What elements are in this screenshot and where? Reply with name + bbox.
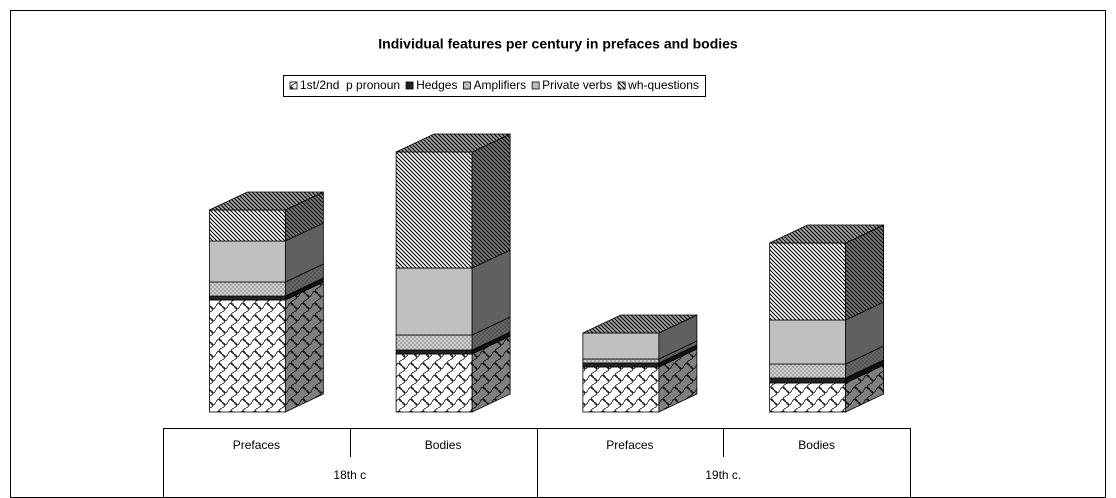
bar-segment [395, 249, 511, 336]
group-label: 18th c [333, 468, 366, 482]
bar-segment [208, 191, 324, 242]
bar-segment [582, 344, 698, 368]
bar-segment [582, 314, 698, 360]
legend-label: Amplifiers [473, 78, 526, 92]
x-tick-label: Prefaces [606, 438, 653, 452]
legend-box [283, 75, 706, 97]
legend-label: Hedges [416, 78, 457, 92]
x-tick-label: Bodies [798, 438, 835, 452]
legend-swatch [531, 81, 540, 90]
bar-top-shade [769, 224, 884, 244]
bar-segment [582, 340, 698, 364]
bar-segment [395, 316, 511, 351]
group-label: 19th c. [705, 468, 741, 482]
bar-segment [395, 331, 511, 355]
legend-label: wh-questions [627, 78, 699, 92]
legend-label: 1st/2nd p pronoun [300, 78, 400, 92]
bar-segment [208, 281, 324, 413]
legend-swatch [463, 81, 471, 90]
chart-title: Individual features per century in prefa… [378, 36, 738, 52]
bar-segment [769, 224, 885, 321]
bar-segment [395, 335, 511, 413]
legend-swatch [289, 81, 298, 90]
bar-top-shade [582, 314, 698, 334]
bar-segment [208, 222, 324, 283]
legend-label: Private verbs [542, 78, 612, 92]
legend-swatch [617, 81, 626, 90]
x-tick-label: Prefaces [233, 438, 280, 452]
legend-swatch [405, 81, 414, 90]
bar-top-shade [395, 133, 511, 153]
x-tick-label: Bodies [425, 438, 462, 452]
bar-segment [769, 364, 885, 413]
bar-segment [769, 301, 885, 365]
bar-segment [208, 263, 324, 297]
bar-segment [582, 348, 698, 413]
bar-top-shade [209, 191, 324, 211]
bar-segment [395, 133, 511, 269]
